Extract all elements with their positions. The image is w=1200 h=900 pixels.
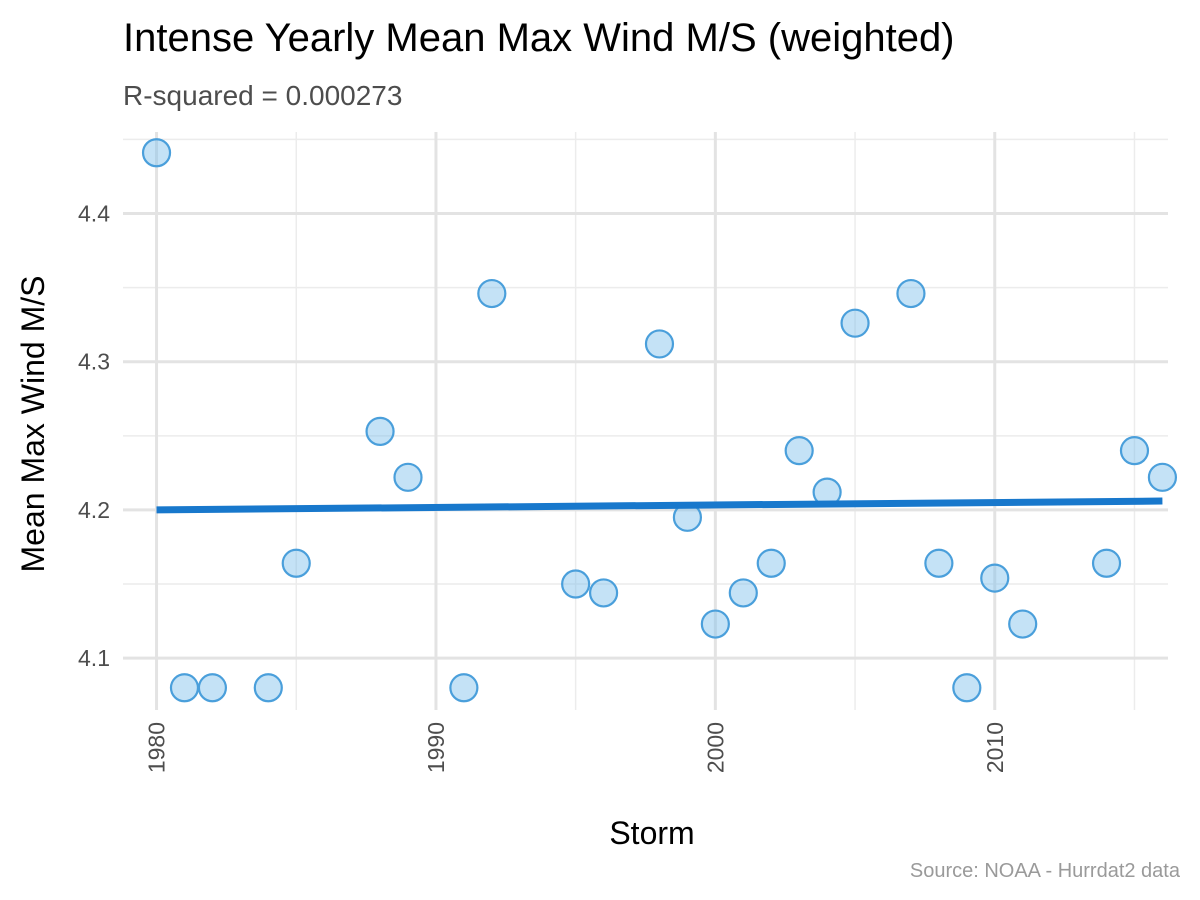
x-tick-label: 1980	[144, 722, 170, 773]
data-point	[952, 673, 982, 703]
data-point	[980, 563, 1010, 593]
data-point	[477, 278, 507, 309]
data-point	[896, 278, 926, 309]
y-axis-tick-labels: 4.1 4.2 4.3 4.4	[78, 201, 110, 672]
data-point	[840, 308, 870, 338]
data-point	[924, 548, 954, 578]
data-point	[449, 673, 479, 703]
data-point	[1147, 462, 1178, 492]
data-point	[1091, 548, 1122, 578]
data-points	[141, 138, 1178, 703]
data-point	[1008, 609, 1038, 639]
data-point	[728, 578, 758, 608]
major-gridlines	[123, 132, 1168, 710]
x-axis-tick-labels: 1980 1990 2000 2010	[144, 722, 1008, 773]
data-point	[700, 609, 730, 639]
data-point	[561, 569, 591, 599]
x-tick-label: 2010	[982, 722, 1008, 773]
data-point	[644, 329, 675, 359]
x-tick-label: 2000	[702, 722, 728, 773]
chart-subtitle: R-squared = 0.000273	[123, 80, 403, 111]
chart-title: Intense Yearly Mean Max Wind M/S (weight…	[123, 16, 955, 60]
y-tick-label: 4.1	[78, 645, 110, 671]
data-point	[141, 138, 172, 168]
data-point	[784, 436, 814, 466]
trend-line-group	[156, 497, 1163, 514]
data-point	[756, 548, 786, 578]
data-point	[253, 673, 283, 703]
y-axis-title: Mean Max Wind M/S	[15, 276, 51, 573]
y-tick-label: 4.3	[78, 349, 110, 375]
data-point	[393, 462, 423, 492]
trend-line	[156, 497, 1163, 514]
y-tick-label: 4.2	[78, 497, 110, 523]
data-point	[1119, 436, 1150, 466]
x-tick-label: 1990	[423, 722, 449, 773]
y-tick-label: 4.4	[78, 201, 110, 227]
x-axis-title: Storm	[609, 815, 694, 851]
data-point	[365, 416, 395, 446]
data-point	[169, 673, 200, 703]
source-caption: Source: NOAA - Hurrdat2 data	[909, 860, 1180, 882]
data-point	[588, 578, 619, 608]
data-point	[281, 548, 311, 578]
data-point	[197, 673, 228, 703]
